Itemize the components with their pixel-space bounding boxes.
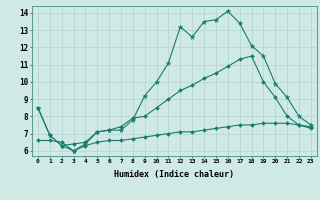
X-axis label: Humidex (Indice chaleur): Humidex (Indice chaleur) (115, 170, 234, 179)
